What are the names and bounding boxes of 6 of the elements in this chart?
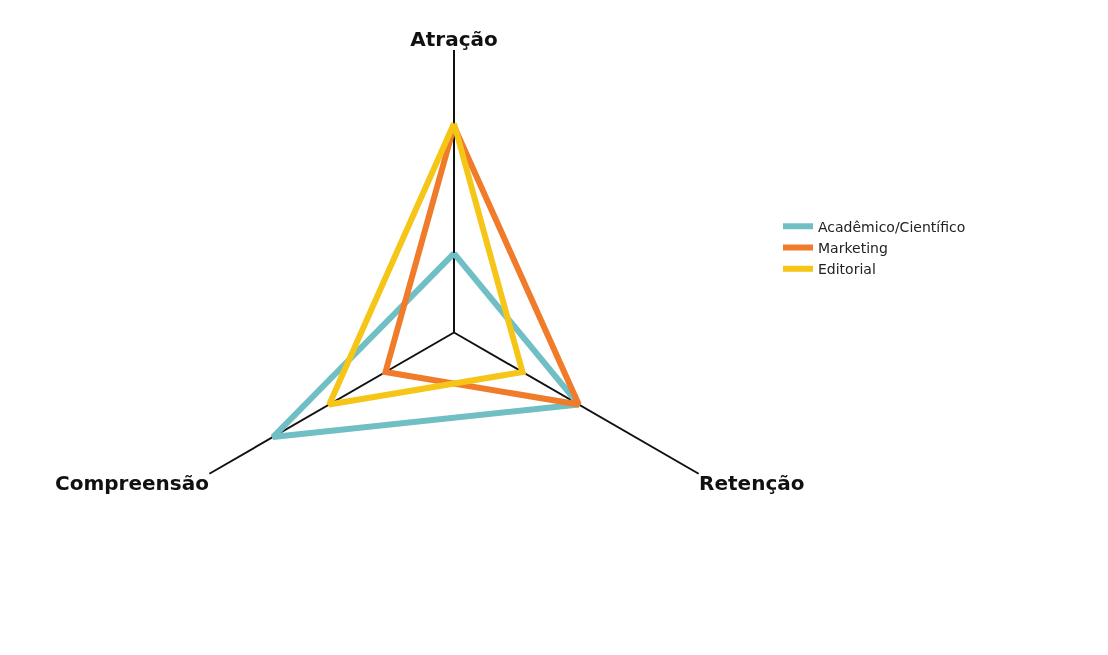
legend-label: Acadêmico/Científico <box>818 218 966 235</box>
spoke-label: Atração <box>410 26 498 51</box>
spoke-label: Compreensão <box>54 471 209 496</box>
legend-label: Editorial <box>818 261 876 278</box>
spoke-label: Retenção <box>699 471 805 496</box>
legend-label: Marketing <box>818 240 888 257</box>
